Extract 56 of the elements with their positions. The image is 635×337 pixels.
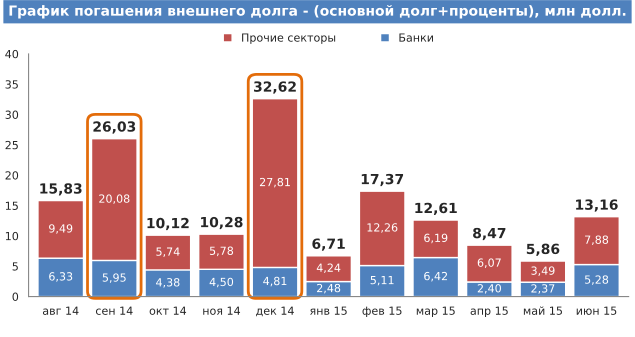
x-tick-label: июн 15 — [576, 306, 616, 315]
data-label: 5,11 — [370, 276, 394, 286]
data-label: 4,50 — [210, 278, 234, 288]
data-label: 2,48 — [317, 284, 340, 294]
x-tick-label: май 15 — [524, 306, 562, 315]
total-label: 10,28 — [201, 216, 243, 230]
data-label: 6,42 — [424, 272, 448, 282]
data-label: 2,40 — [478, 284, 501, 294]
total-label: 32,62 — [254, 81, 296, 94]
data-label: 20,08 — [99, 194, 130, 204]
data-label: 7,88 — [585, 235, 608, 245]
data-label: 4,38 — [156, 278, 180, 288]
x-tick-label: окт 14 — [150, 306, 186, 315]
data-label: 4,24 — [316, 263, 340, 274]
y-tick-label: 35 — [6, 80, 18, 89]
data-label: 5,74 — [156, 248, 180, 257]
legend-label: Банки — [399, 34, 433, 42]
total-label: 17,37 — [362, 174, 404, 186]
data-label: 3,49 — [531, 266, 555, 276]
data-label: 9,49 — [49, 224, 72, 234]
total-label: 13,16 — [576, 199, 618, 212]
total-label: 8,47 — [473, 228, 506, 240]
x-tick-label: дек 14 — [256, 306, 294, 316]
total-label: 10,12 — [147, 218, 189, 230]
x-tick-label: фев 15 — [362, 306, 402, 318]
y-tick-label: 15 — [6, 202, 18, 210]
y-tick-label: 20 — [6, 171, 18, 180]
x-tick-label: авг 14 — [42, 306, 79, 315]
y-tick-label: 10 — [6, 232, 18, 240]
legend-label: Прочие секторы — [242, 34, 336, 44]
x-tick-label: апр 15 — [470, 306, 508, 318]
y-tick-label: 30 — [6, 110, 18, 119]
x-tick-label: ноя 14 — [203, 306, 240, 315]
data-label: 4,81 — [263, 276, 286, 286]
data-label: 12,26 — [368, 223, 398, 233]
data-label: 6,19 — [424, 234, 448, 244]
data-label: 27,81 — [260, 178, 290, 188]
y-tick-label: 0 — [12, 292, 18, 301]
y-tick-label: 25 — [6, 140, 18, 150]
x-tick-label: янв 15 — [310, 306, 347, 315]
x-tick-label: сен 14 — [96, 306, 133, 315]
data-label: 5,95 — [102, 273, 126, 283]
data-label: 6,33 — [49, 272, 72, 282]
total-label: 12,61 — [415, 202, 457, 215]
total-label: 26,03 — [93, 121, 136, 134]
y-tick-label: 5 — [12, 262, 18, 271]
data-label: 2,37 — [531, 284, 554, 294]
data-label: 6,07 — [478, 258, 501, 268]
data-label: 5,78 — [210, 246, 234, 256]
total-label: 5,86 — [526, 244, 560, 256]
total-label: 6,71 — [312, 238, 345, 251]
x-tick-label: мар 15 — [416, 306, 455, 318]
y-tick-label: 40 — [5, 50, 18, 58]
data-label: 5,28 — [584, 275, 608, 285]
total-label: 15,83 — [40, 183, 82, 196]
chart-title: График погашения внешнего долга - (основной долг+проценты), млн долл. — [10, 5, 626, 19]
